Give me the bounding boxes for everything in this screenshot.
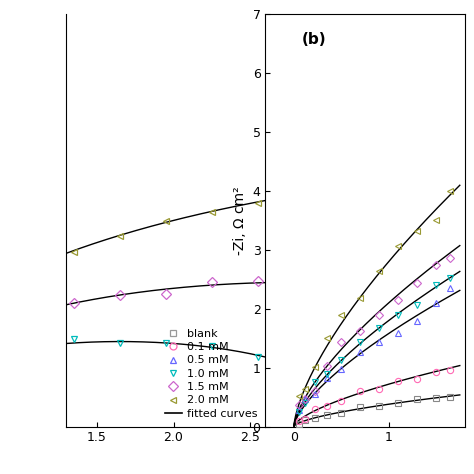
Legend: blank, 0.1 mM, 0.5 mM, 1.0 mM, 1.5 mM, 2.0 mM, fitted curves: blank, 0.1 mM, 0.5 mM, 1.0 mM, 1.5 mM, 2… — [163, 327, 260, 421]
Text: (b): (b) — [301, 32, 326, 46]
Y-axis label: -Zi, Ω cm²: -Zi, Ω cm² — [233, 186, 247, 255]
